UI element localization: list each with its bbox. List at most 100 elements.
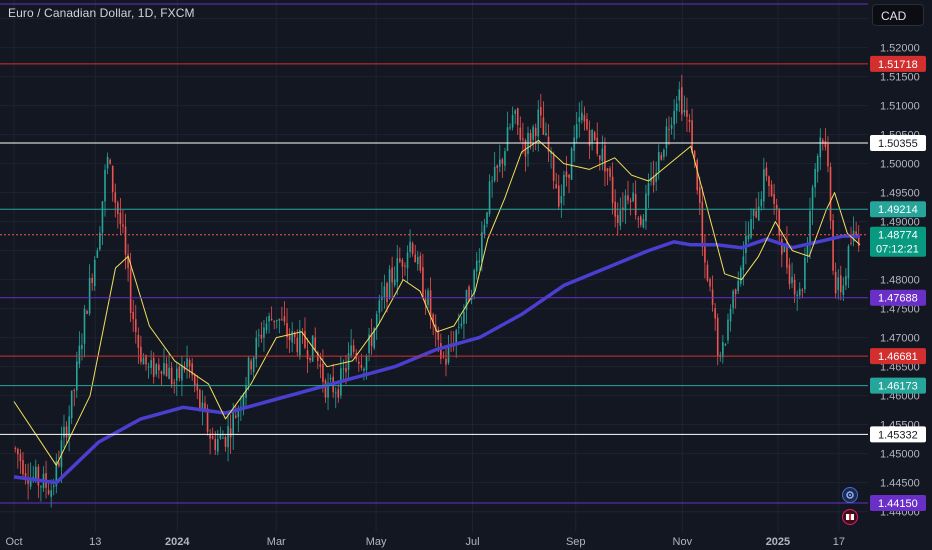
candle bbox=[739, 265, 742, 287]
candle-body bbox=[798, 288, 801, 296]
candle-body bbox=[724, 343, 727, 346]
candle-body bbox=[750, 219, 752, 238]
x-tick-label: 2024 bbox=[165, 536, 190, 548]
candle-body bbox=[101, 201, 104, 233]
candle-body bbox=[27, 478, 29, 484]
candle bbox=[252, 355, 255, 379]
candle bbox=[422, 253, 424, 300]
candle-body bbox=[363, 368, 365, 371]
y-tick-label: 1.46500 bbox=[880, 362, 920, 374]
candle bbox=[704, 234, 706, 279]
candle-body bbox=[704, 246, 706, 263]
candle-body bbox=[657, 152, 660, 172]
candle bbox=[616, 202, 619, 236]
price-axis[interactable] bbox=[868, 0, 932, 550]
candle-body bbox=[665, 126, 668, 149]
candle bbox=[391, 256, 393, 298]
candle-body bbox=[591, 129, 593, 144]
candle-body bbox=[624, 195, 627, 211]
candle bbox=[683, 95, 686, 117]
candle-body bbox=[258, 334, 260, 336]
y-tick-label: 1.47000 bbox=[880, 333, 920, 345]
candle bbox=[565, 156, 568, 187]
candle-body bbox=[604, 145, 606, 172]
candle-body bbox=[334, 392, 337, 394]
candle-body bbox=[288, 334, 291, 341]
settings-icon[interactable] bbox=[842, 487, 858, 503]
candle-body bbox=[829, 166, 832, 221]
y-tick-label: 1.48000 bbox=[880, 275, 920, 287]
candle-body bbox=[504, 151, 506, 166]
candle-body bbox=[381, 296, 383, 300]
candle bbox=[509, 123, 511, 131]
candle-body bbox=[219, 434, 222, 439]
candle bbox=[832, 214, 834, 275]
candle-body bbox=[429, 290, 432, 317]
candle-body bbox=[747, 234, 750, 240]
candle-body bbox=[70, 390, 73, 419]
candle bbox=[545, 122, 547, 137]
candle-body bbox=[650, 177, 652, 182]
candle-body bbox=[534, 127, 537, 137]
candle bbox=[211, 427, 214, 440]
candle bbox=[101, 201, 104, 246]
candle-body bbox=[693, 150, 696, 158]
flag-icon[interactable] bbox=[842, 509, 858, 525]
candle-body bbox=[222, 437, 224, 439]
chart-title: Euro / Canadian Dollar, 1D, FXCM bbox=[8, 6, 195, 20]
y-tick-label: 1.47500 bbox=[880, 304, 920, 316]
candle-body bbox=[822, 139, 824, 144]
candle bbox=[627, 180, 629, 205]
candle-body bbox=[732, 290, 734, 309]
level-tag-bg bbox=[870, 377, 926, 394]
level-tag: 1.49214 bbox=[870, 201, 926, 218]
candle-body bbox=[352, 345, 355, 352]
candle-body bbox=[217, 439, 219, 452]
candle bbox=[642, 213, 645, 229]
candle-body bbox=[260, 334, 263, 339]
candle bbox=[47, 482, 50, 496]
candle-body bbox=[622, 207, 624, 210]
candle bbox=[468, 284, 470, 302]
candle-body bbox=[399, 258, 401, 262]
candle bbox=[552, 151, 555, 190]
candle-body bbox=[299, 330, 301, 356]
candle bbox=[311, 335, 314, 362]
candle bbox=[629, 197, 632, 216]
candle bbox=[670, 117, 673, 135]
candle-body bbox=[50, 490, 52, 497]
candle-body bbox=[688, 119, 691, 122]
candle-body bbox=[509, 127, 511, 129]
candle-body bbox=[422, 267, 424, 299]
candle-body bbox=[147, 366, 150, 368]
candle bbox=[286, 308, 288, 349]
candle bbox=[591, 128, 593, 151]
candle bbox=[839, 265, 842, 301]
time-axis[interactable] bbox=[0, 532, 932, 550]
candle bbox=[522, 122, 524, 154]
candle-body bbox=[152, 357, 155, 377]
currency-button[interactable]: CAD bbox=[872, 4, 924, 26]
y-tick-label: 1.50000 bbox=[880, 159, 920, 171]
candle-body bbox=[727, 319, 729, 341]
candle-body bbox=[542, 117, 545, 135]
candle-body bbox=[445, 358, 447, 365]
candle bbox=[175, 362, 178, 397]
candle bbox=[155, 362, 158, 377]
candle bbox=[283, 301, 286, 326]
candle-body bbox=[322, 363, 324, 382]
candle-body bbox=[537, 109, 540, 137]
candle-body bbox=[540, 106, 542, 116]
candle bbox=[127, 243, 129, 282]
candle-body bbox=[457, 326, 460, 328]
candle bbox=[760, 191, 763, 211]
candle-body bbox=[555, 184, 558, 189]
candle bbox=[809, 197, 811, 260]
candle bbox=[68, 405, 70, 452]
candle-body bbox=[214, 439, 217, 450]
candle-body bbox=[91, 277, 93, 284]
candle bbox=[214, 431, 217, 455]
candle-body bbox=[296, 337, 299, 353]
